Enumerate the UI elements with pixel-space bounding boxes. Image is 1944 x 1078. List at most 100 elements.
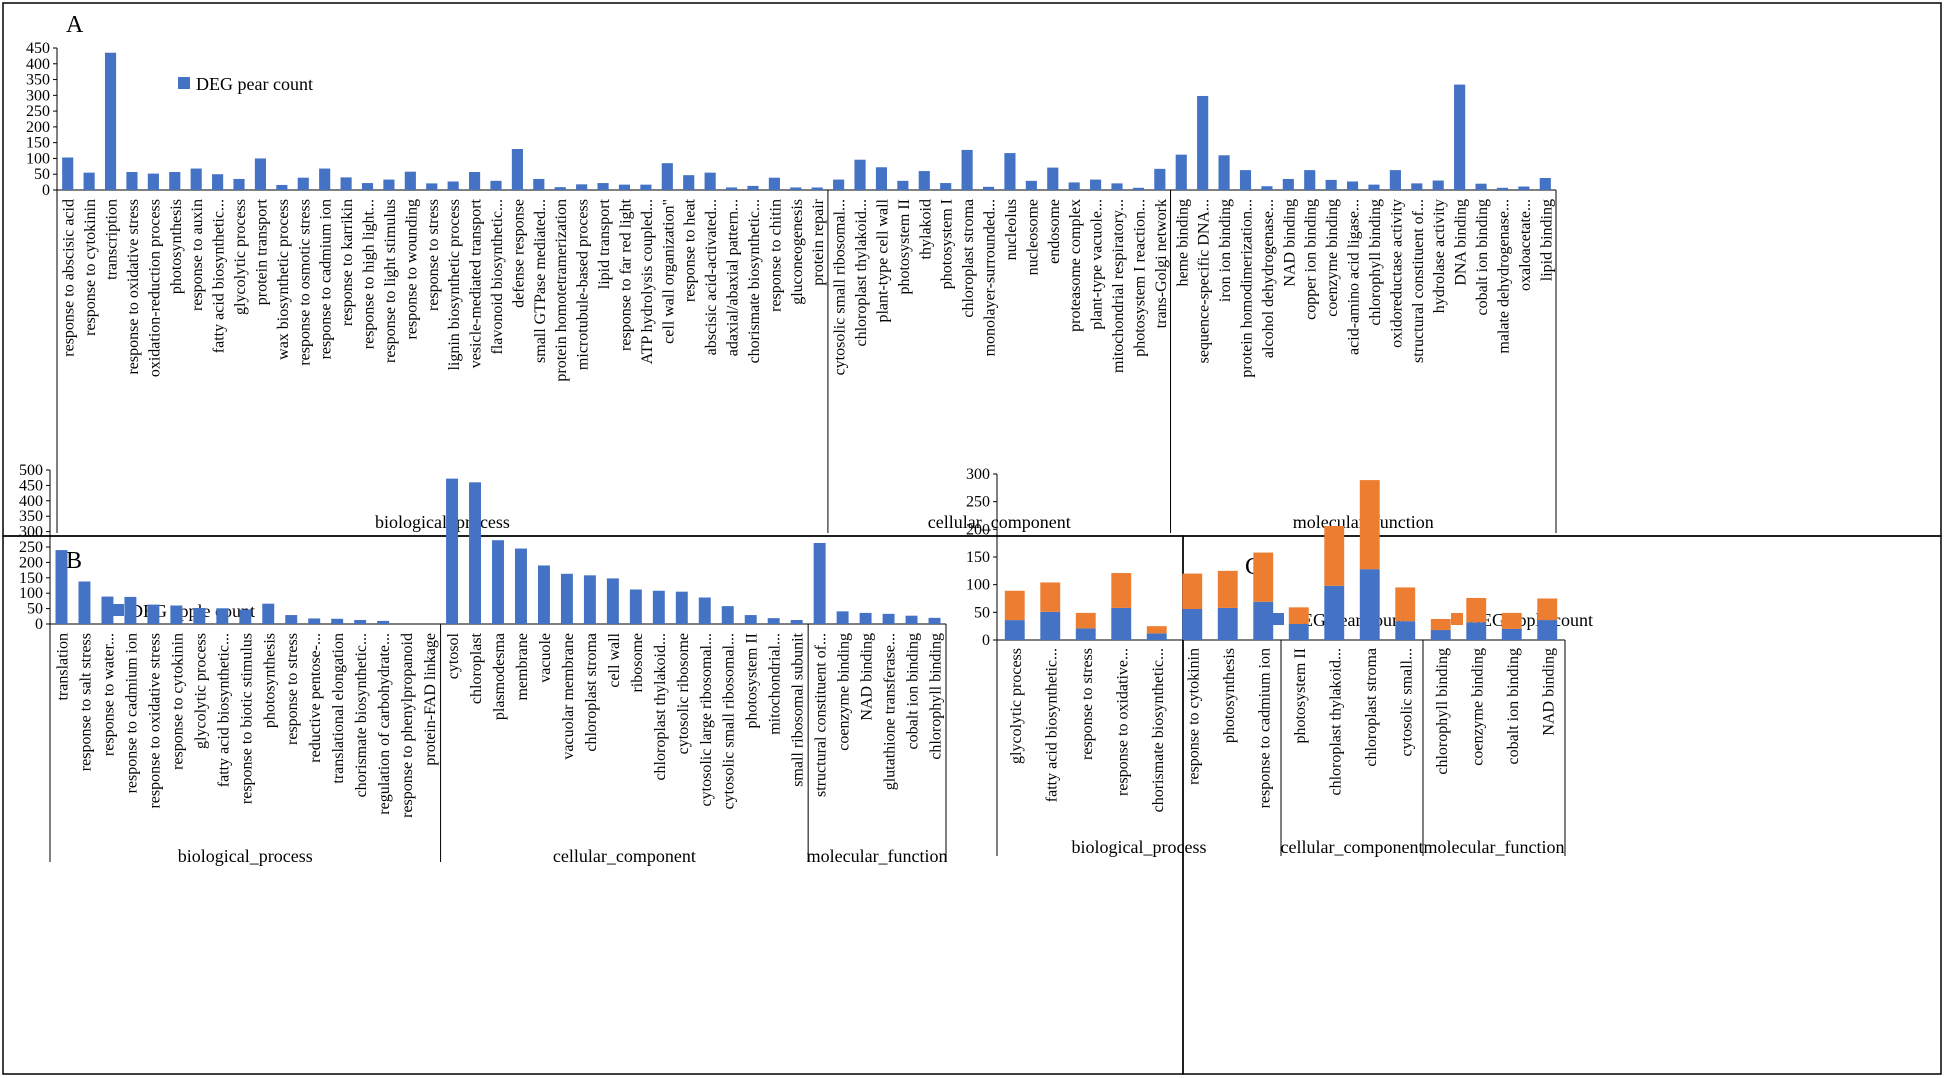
panel-b-bar <box>469 482 481 624</box>
panel-a-category-label: coenzyme binding <box>1324 199 1341 317</box>
panel-b-bar <box>216 608 229 624</box>
panel-b-category-label: ribosome <box>629 633 646 693</box>
panel-a-y-tick-label: 100 <box>26 150 50 167</box>
panel-b-category-label: structural constituent of... <box>813 633 830 797</box>
panel-a-bar <box>469 172 481 190</box>
panel-a-bar <box>297 177 309 190</box>
panel-a-category-label: DNA binding <box>1453 199 1470 286</box>
panel-b-y-tick-label: 150 <box>19 570 43 587</box>
panel-a-category-label: heme binding <box>1174 199 1191 287</box>
panel-c-bar-pear <box>1182 609 1203 640</box>
panel-b-category-label: NAD binding <box>859 633 876 721</box>
panel-a-bar <box>661 163 673 190</box>
panel-b-bar <box>377 620 390 624</box>
panel-c-bar-apple <box>1111 573 1132 608</box>
panel-b-y-tick-label: 50 <box>27 601 43 618</box>
panel-c-bar-apple <box>1217 570 1238 608</box>
panel-b-category-label: response to cytokinin <box>169 633 186 770</box>
panel-a-bar <box>1068 182 1080 190</box>
panel-a-category-label: chorismate biosynthetic... <box>746 199 763 363</box>
panel-a-category-label: response to cytokinin <box>82 199 99 336</box>
panel-c-y-tick-label: 150 <box>966 549 990 566</box>
panel-b-bar <box>446 478 459 624</box>
panel-b-y-tick-label: 300 <box>19 524 43 541</box>
panel-c-bar-apple <box>1359 480 1380 570</box>
panel-a-category-label: alcohol dehydrogenase... <box>1260 199 1277 358</box>
panel-a-bar <box>1368 184 1380 190</box>
panel-a-bar <box>1346 181 1359 190</box>
panel-c-category-label: glycolytic process <box>1008 648 1025 764</box>
panel-a-bar <box>404 171 416 190</box>
panel-b-group-label: biological_process <box>178 846 313 866</box>
legend-c-apple-swatch <box>1451 613 1463 625</box>
legend-a-label: DEG pear count <box>196 74 313 94</box>
panel-b-bar <box>78 581 91 624</box>
panel-a-bar <box>1496 187 1509 190</box>
panel-a-category-label: glycolytic process <box>232 199 249 315</box>
panel-b-category-label: vacuole <box>537 633 554 683</box>
panel-a-bar <box>1325 179 1337 190</box>
panel-b-y-tick-label: 500 <box>19 462 43 479</box>
panel-b-category-label: chorismate biosynthetic... <box>353 633 370 797</box>
panel-c-bar-pear <box>1111 607 1132 640</box>
panel-a-category-label: nucleolus <box>1003 199 1020 260</box>
panel-a-category-label: trans-Golgi network <box>1153 199 1170 328</box>
panel-a-bar <box>618 184 631 190</box>
panel-b-category-label: response to stress <box>284 633 301 745</box>
panel-a-bar <box>62 157 74 190</box>
chart-panel-c: 0 50 100 150 200 250 300 glycolytic process fatt… <box>966 466 1566 857</box>
panel-b-category-label: glutathione transferase... <box>882 633 899 790</box>
panel-a-category-label: oxidoreductase activity <box>1388 199 1405 348</box>
panel-a-bar <box>533 178 545 190</box>
legend-a-swatch <box>178 77 190 89</box>
panel-c-bar-pear <box>1253 601 1274 640</box>
panel-c-bar-pear <box>1324 585 1345 640</box>
panel-c-category-label: response to oxidative... <box>1114 648 1131 796</box>
panel-b-y-tick-label: 200 <box>19 554 43 571</box>
panel-a-category-label: response to heat <box>682 198 699 302</box>
panel-c-category-label: fatty acid biosynthetic... <box>1043 648 1060 802</box>
panel-a-bar <box>1304 170 1316 190</box>
panel-a-category-label: photosystem II <box>896 199 913 295</box>
panel-c-y-tick-label: 200 <box>966 521 990 538</box>
legend-b-swatch <box>112 604 124 616</box>
panel-a-category-label: thylakoid <box>917 199 934 259</box>
panel-b-bar <box>882 613 895 624</box>
panel-c-bar-apple <box>1182 573 1203 610</box>
panel-b-category-label: translation <box>54 633 71 701</box>
panel-c-bar-pear <box>1004 620 1025 640</box>
panel-a-category-label: photosystem I reaction... <box>1131 199 1148 357</box>
panel-b-bar <box>193 607 206 624</box>
panel-b-category-label: chlorophyll binding <box>928 633 945 760</box>
panel-a-category-label: wax biosynthetic process <box>275 199 292 360</box>
panel-c-y-tick-label: 0 <box>982 632 990 649</box>
panel-a-group-label: cellular_component <box>928 512 1071 532</box>
panel-a-category-label: flavonoid biosynthetic... <box>489 199 506 355</box>
panel-c-bar-apple <box>1253 552 1274 602</box>
panel-c-category-label: chlorophyll binding <box>1434 648 1451 775</box>
panel-b-category-label: coenzyme binding <box>836 633 853 751</box>
panel-a-category-label: structural constituent of... <box>1410 199 1427 363</box>
panel-a-bar <box>1111 183 1123 190</box>
panel-b-category-label: vacuolar membrane <box>560 633 577 760</box>
panel-b-category-label: small ribosomal subunit <box>790 632 807 786</box>
panel-a-category-label: adaxial/abaxial pattern... <box>725 199 742 356</box>
panel-b-bar <box>652 590 665 624</box>
panel-c-bar-apple <box>1430 618 1451 631</box>
panel-b-bar <box>55 550 68 624</box>
panel-a-bar <box>1454 84 1466 190</box>
panel-c-bar-apple <box>1004 590 1025 621</box>
panel-b-bar <box>239 609 252 624</box>
panel-b-bar <box>147 604 160 624</box>
panel-c-bar-pear <box>1537 620 1558 640</box>
panel-c-category-label: response to cytokinin <box>1185 648 1202 785</box>
panel-b-category-label: photosystem II <box>744 633 761 729</box>
panel-a-bar <box>340 177 352 190</box>
panel-a-category-label: abscisic acid-activated... <box>703 199 720 355</box>
panel-b-category-label: cytosolic small ribosomal... <box>721 633 738 809</box>
panel-a-category-label: nucleosome <box>1024 199 1041 275</box>
panel-a-category-label: fatty acid biosynthetic... <box>211 199 228 353</box>
panel-b-bar <box>354 619 367 624</box>
panel-b-bar <box>767 618 780 624</box>
